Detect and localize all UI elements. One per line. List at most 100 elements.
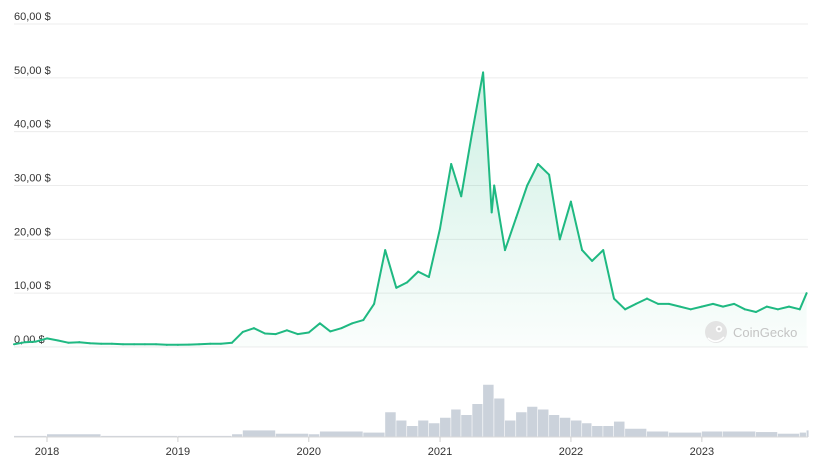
price-point — [417, 270, 420, 273]
price-point — [318, 322, 321, 325]
x-tick-label: 2020 — [297, 446, 321, 458]
price-point — [307, 331, 310, 334]
price-point — [395, 286, 398, 289]
volume-bar — [396, 420, 407, 437]
price-point — [133, 343, 136, 346]
volume-bar — [483, 384, 494, 437]
price-line-group — [13, 71, 808, 346]
price-point — [34, 340, 37, 343]
volume-bar — [592, 426, 603, 437]
price-point — [45, 337, 48, 340]
volume-bar — [603, 426, 614, 437]
price-point — [548, 173, 551, 176]
price-point — [165, 343, 168, 346]
price-point — [24, 341, 27, 344]
price-point — [209, 342, 212, 345]
price-point — [155, 343, 158, 346]
price-point — [188, 343, 191, 346]
volume-bar — [504, 420, 516, 437]
price-point — [296, 333, 299, 336]
volume-bar — [701, 431, 723, 437]
price-point — [351, 322, 354, 325]
y-axis: 0,00 $10,00 $20,00 $30,00 $40,00 $50,00 … — [14, 11, 51, 346]
price-point — [536, 162, 539, 165]
price-point — [406, 281, 409, 284]
price-point — [743, 308, 746, 311]
price-point — [231, 341, 234, 344]
volume-bars — [14, 384, 809, 437]
price-point — [493, 184, 496, 187]
volume-bar — [570, 420, 582, 437]
volume-bar — [319, 431, 363, 437]
volume-bar — [451, 409, 461, 437]
price-point — [89, 342, 92, 345]
volume-bar — [461, 415, 472, 437]
volume-bar — [275, 433, 309, 437]
price-point — [624, 308, 627, 311]
volume-bar — [559, 417, 571, 437]
price-point — [503, 249, 506, 252]
price-point — [805, 292, 808, 295]
volume-bar — [14, 435, 47, 437]
price-point — [340, 327, 343, 330]
price-point — [645, 297, 648, 300]
volume-bar — [177, 435, 232, 437]
price-point — [634, 302, 637, 305]
price-point — [57, 339, 60, 342]
volume-bar — [549, 415, 560, 437]
watermark-text: CoinGecko — [733, 325, 797, 340]
price-point — [264, 332, 267, 335]
volume-bar — [308, 434, 320, 437]
price-point — [678, 305, 681, 308]
volume-bar — [242, 430, 276, 437]
price-point — [384, 249, 387, 252]
price-point — [602, 249, 605, 252]
volume-bar — [527, 406, 538, 437]
volume-bar — [101, 435, 178, 437]
volume-bar — [428, 423, 440, 437]
price-point — [67, 341, 70, 344]
price-point — [143, 343, 146, 346]
volume-bar — [385, 412, 396, 437]
volume-bar — [668, 432, 702, 437]
price-point — [198, 343, 201, 346]
volume-bar — [582, 423, 592, 437]
price-point — [362, 319, 365, 322]
price-point — [765, 305, 768, 308]
price-point — [13, 343, 15, 346]
volume-bar — [625, 428, 647, 437]
volume-bar — [537, 409, 549, 437]
price-point — [439, 227, 442, 230]
price-point — [689, 308, 692, 311]
coingecko-watermark: CoinGecko — [705, 321, 797, 343]
x-tick-label: 2022 — [559, 446, 583, 458]
price-point — [733, 302, 736, 305]
price-point — [373, 302, 376, 305]
price-point — [241, 330, 244, 333]
price-point — [252, 327, 255, 330]
price-point — [754, 311, 757, 314]
price-point — [110, 342, 113, 345]
price-point — [78, 341, 81, 344]
price-point — [787, 305, 790, 308]
price-area — [14, 72, 807, 348]
x-tick-label: 2018 — [35, 446, 59, 458]
volume-bar — [646, 431, 669, 437]
volume-bar — [418, 420, 429, 437]
price-point — [274, 333, 277, 336]
price-point — [450, 162, 453, 165]
price-point — [176, 343, 179, 346]
volume-bar — [516, 412, 527, 437]
volume-bar — [407, 426, 418, 437]
price-point — [427, 276, 430, 279]
coingecko-logo-icon — [705, 321, 727, 343]
price-point — [667, 302, 670, 305]
x-tick-label: 2019 — [166, 446, 190, 458]
volume-bar — [46, 434, 101, 437]
price-point — [329, 330, 332, 333]
price-point — [526, 184, 529, 187]
volume-bar — [806, 430, 809, 437]
price-point — [569, 200, 572, 203]
x-tick-label: 2021 — [428, 446, 452, 458]
